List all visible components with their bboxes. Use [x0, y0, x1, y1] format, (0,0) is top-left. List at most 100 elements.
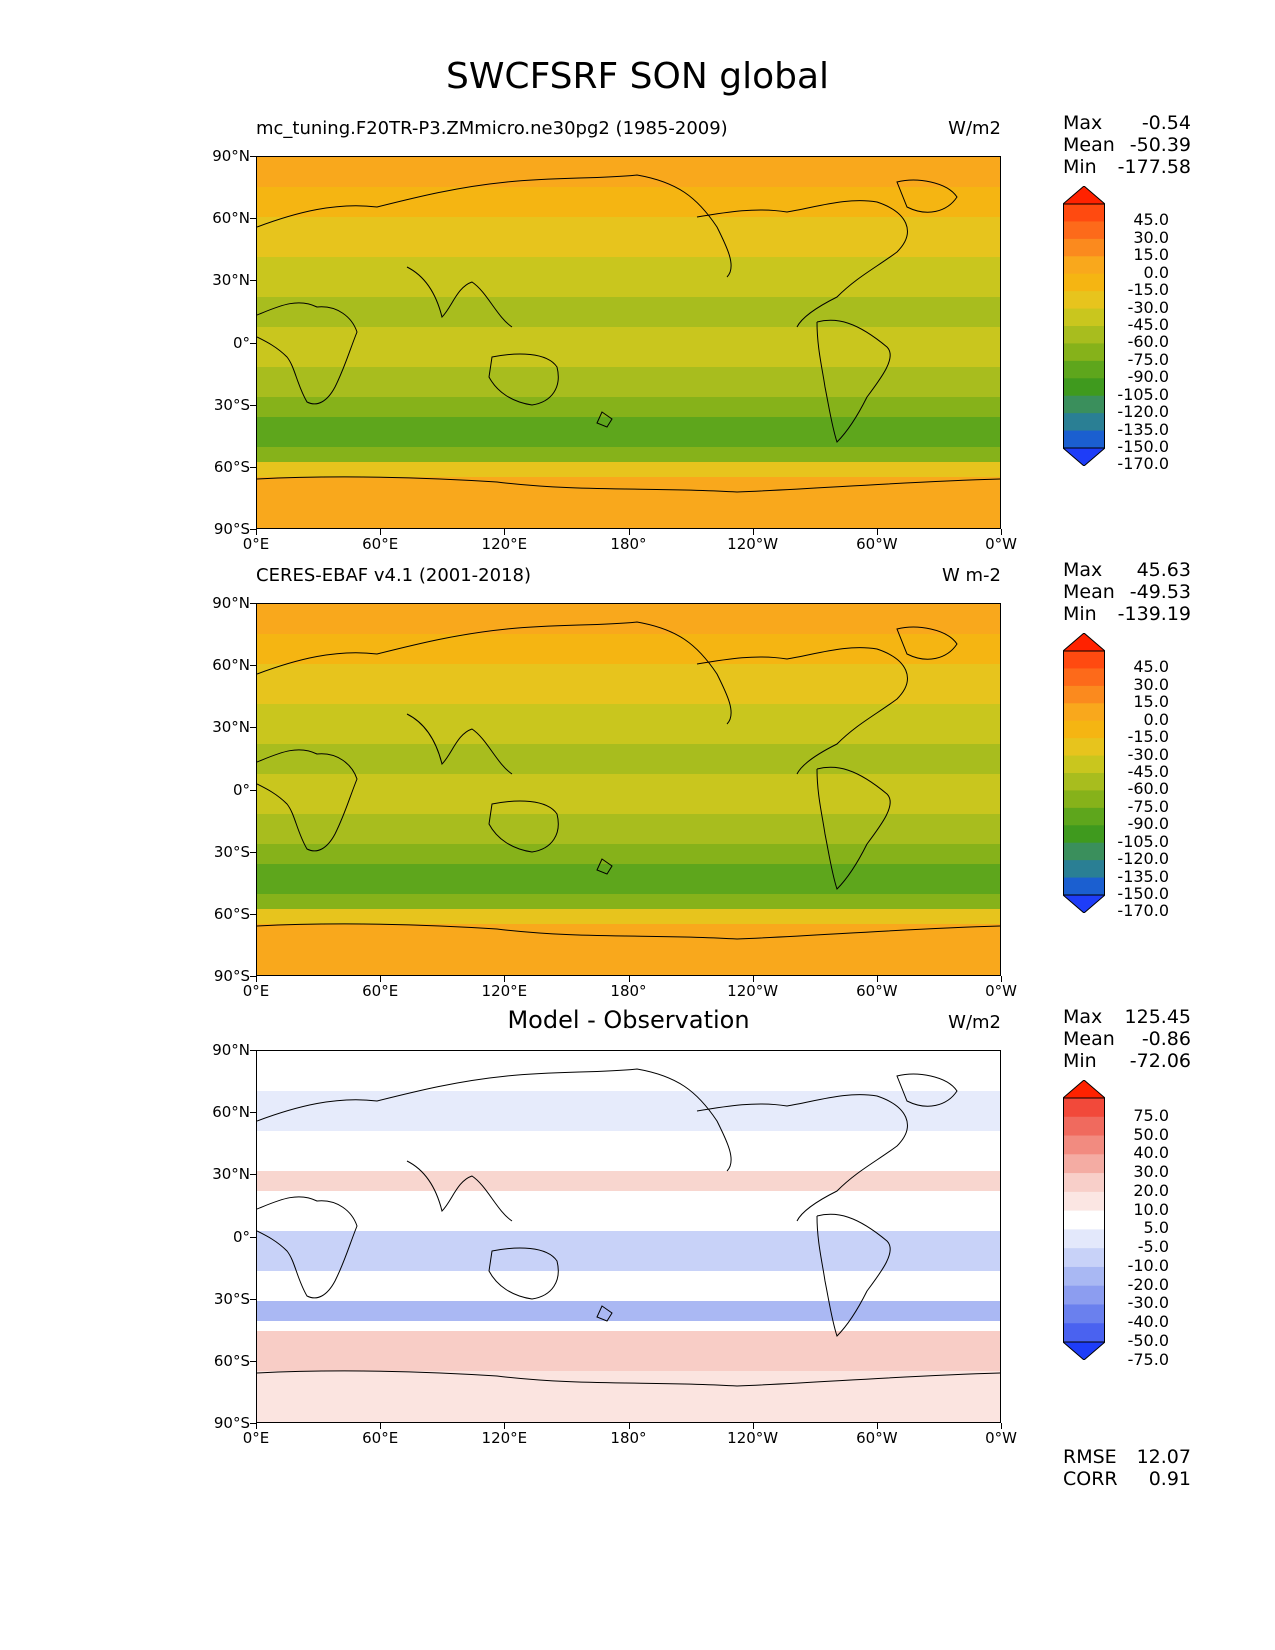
stat-value: 125.45 — [1124, 1006, 1191, 1028]
lat-tick — [250, 280, 256, 282]
panel-model: mc_tuning.F20TR-P3.ZMmicro.ne30pg2 (1985… — [0, 112, 1275, 558]
field-band — [257, 844, 1000, 864]
colorbar-tick-label: 5.0 — [1143, 1218, 1169, 1238]
lat-tick-label: 90°S — [213, 967, 250, 985]
field-band — [257, 1091, 1000, 1131]
lat-tick — [250, 404, 256, 406]
lat-tick — [250, 665, 256, 667]
colorbar-segment — [1063, 291, 1105, 310]
lat-tick-label: 90°N — [212, 594, 250, 612]
colorbar-tick-label: -75.0 — [1127, 796, 1169, 816]
colorbar-segment — [1063, 221, 1105, 240]
colorbar-tick-label: -10.0 — [1127, 1255, 1169, 1275]
panel-title: CERES-EBAF v4.1 (2001-2018) — [256, 565, 532, 586]
colorbar-segment — [1063, 1285, 1105, 1305]
figure-title: SWCFSRF SON global — [445, 56, 830, 97]
rmse-label: RMSE — [1063, 1446, 1117, 1468]
map-plot — [256, 603, 1001, 976]
units-label: W/m2 — [948, 1012, 1001, 1033]
colorbar-tick-label: -30.0 — [1127, 1293, 1169, 1313]
lat-tick-label: 0° — [232, 1227, 250, 1246]
colorbar-segment — [1063, 343, 1105, 362]
coastline — [596, 411, 613, 428]
lon-tick — [504, 529, 506, 535]
lon-tick-label: 60°W — [856, 1429, 898, 1447]
lon-tick — [876, 1423, 878, 1429]
colorbar-extend-bottom — [1061, 1341, 1107, 1361]
lon-tick — [628, 1423, 630, 1429]
lon-tick-label: 0°W — [985, 982, 1017, 1000]
colorbar-segment — [1063, 1135, 1105, 1155]
lon-tick-label: 60°E — [362, 1429, 399, 1447]
map-plot — [256, 156, 1001, 529]
field-band — [257, 894, 1000, 909]
colorbar-segment — [1063, 413, 1105, 432]
panel-difference: Model - Observation W/m2 90°N 60°N 30°N 0° 30°… — [0, 1006, 1275, 1452]
lat-tick — [250, 218, 256, 220]
colorbar-extend-bottom — [1061, 447, 1107, 467]
field-band — [257, 924, 1000, 975]
coastline — [488, 1247, 559, 1300]
lon-tick-label: 120°W — [727, 1429, 779, 1447]
lat-tick-label: 90°S — [213, 520, 250, 538]
lon-tick — [504, 1423, 506, 1429]
coastline — [257, 1196, 358, 1299]
lat-tick — [250, 603, 256, 604]
lon-tick — [1001, 976, 1002, 982]
lat-tick — [250, 913, 256, 915]
lat-tick — [250, 1174, 256, 1176]
colorbar-tick-label: 30.0 — [1133, 1162, 1169, 1182]
lat-tick — [250, 1298, 256, 1300]
colorbar-tick-label: -30.0 — [1127, 744, 1169, 764]
field-band — [257, 297, 1000, 327]
lon-tick-label: 60°W — [856, 535, 898, 553]
lon-tick-label: 60°E — [362, 982, 399, 1000]
lat-tick-label: 90°N — [212, 1041, 250, 1059]
colorbar-segment — [1063, 720, 1105, 739]
colorbar-tick-label: -150.0 — [1117, 437, 1169, 456]
lon-tick — [876, 529, 878, 535]
map-plot — [256, 1050, 1001, 1423]
colorbar — [1061, 1079, 1107, 1361]
lon-tick — [380, 529, 382, 535]
field-band — [257, 634, 1000, 664]
colorbar-segment — [1063, 430, 1105, 449]
colorbar-tick-label: 20.0 — [1133, 1180, 1169, 1200]
field-band — [257, 1371, 1000, 1422]
field-band — [257, 327, 1000, 367]
coastline — [406, 1160, 513, 1222]
colorbar-segment — [1063, 738, 1105, 757]
coastline — [406, 266, 513, 328]
colorbar-tick-label: 40.0 — [1133, 1143, 1169, 1163]
field-band — [257, 187, 1000, 217]
field-band — [257, 1171, 1000, 1191]
coastline — [896, 179, 958, 213]
stat-value: -49.53 — [1129, 581, 1191, 603]
lon-tick-label: 120°E — [481, 1429, 528, 1447]
lat-tick — [250, 976, 256, 977]
colorbar-tick-label: -60.0 — [1127, 779, 1169, 799]
lon-tick-label: 0°E — [242, 535, 270, 553]
lat-tick-label: 60°N — [212, 209, 250, 228]
lat-tick-label: 30°N — [212, 718, 250, 737]
colorbar-segment — [1063, 1173, 1105, 1193]
rmse-value: 12.07 — [1136, 1446, 1191, 1468]
colorbar-segment — [1063, 1266, 1105, 1287]
colorbar-segment — [1063, 842, 1105, 861]
colorbar-tick-label: 0.0 — [1143, 709, 1169, 729]
stat-label: Max — [1063, 112, 1103, 134]
colorbar-tick-label: -135.0 — [1117, 866, 1169, 886]
colorbar-tick-label: -50.0 — [1127, 1331, 1169, 1350]
field-band — [257, 664, 1000, 704]
coastline — [257, 476, 1000, 493]
field-band — [257, 417, 1000, 447]
colorbar-segment — [1063, 773, 1105, 791]
stat-value: -0.86 — [1141, 1028, 1191, 1050]
colorbar-tick-label: -5.0 — [1137, 1237, 1169, 1257]
colorbar-tick-label: -170.0 — [1117, 454, 1169, 474]
colorbar-tick-label: -15.0 — [1127, 727, 1169, 747]
colorbar-segment — [1063, 238, 1105, 257]
coastline — [816, 1213, 891, 1337]
coastline — [816, 319, 891, 443]
field-band — [257, 462, 1000, 477]
